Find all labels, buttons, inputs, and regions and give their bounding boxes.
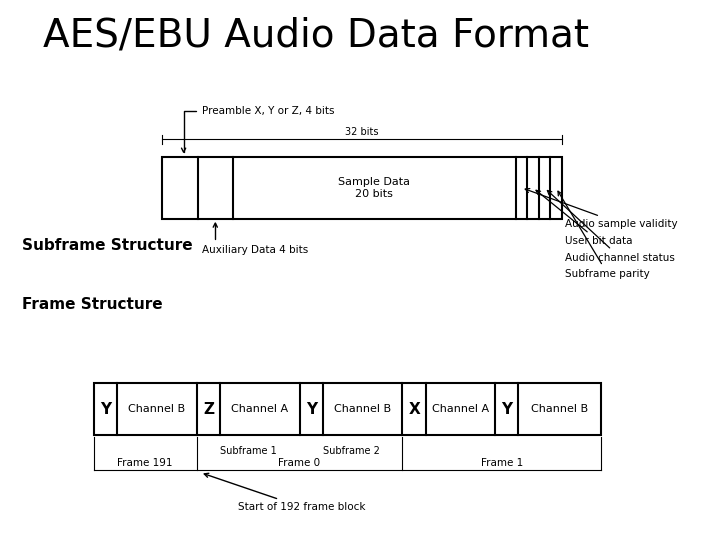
Text: Auxiliary Data 4 bits: Auxiliary Data 4 bits [202,223,308,255]
Text: Channel A: Channel A [231,404,289,414]
Text: User bit data: User bit data [536,190,633,246]
Text: Audio channel status: Audio channel status [547,191,675,262]
Text: 32 bits: 32 bits [345,126,379,137]
Text: Audio sample validity: Audio sample validity [525,188,678,229]
Text: Frame 1: Frame 1 [481,458,523,468]
Text: Y: Y [306,402,317,416]
Text: Channel B: Channel B [531,404,588,414]
Bar [94,383,601,435]
Text: Channel A: Channel A [432,404,489,414]
Text: Sample Data: Sample Data [338,177,410,187]
Text: Start of 192 frame block: Start of 192 frame block [204,473,366,512]
Text: Frame 191: Frame 191 [117,458,173,468]
Text: Frame 0: Frame 0 [279,458,320,468]
Text: Subframe 2: Subframe 2 [323,446,379,456]
Text: Z: Z [203,402,214,416]
Text: 20 bits: 20 bits [355,189,393,199]
Text: Channel B: Channel B [128,404,186,414]
Text: Preamble X, Y or Z, 4 bits: Preamble X, Y or Z, 4 bits [181,106,334,152]
Text: Subframe Structure: Subframe Structure [22,238,192,253]
Text: Y: Y [501,402,512,416]
Text: AES/EBU Audio Data Format: AES/EBU Audio Data Format [43,16,589,54]
Text: Subframe 1: Subframe 1 [220,446,276,456]
Text: Frame Structure: Frame Structure [22,297,162,312]
Text: Y: Y [100,402,111,416]
Text: Channel B: Channel B [334,404,392,414]
Text: X: X [408,402,420,416]
Bar [162,157,562,219]
Text: Subframe parity: Subframe parity [558,191,650,279]
